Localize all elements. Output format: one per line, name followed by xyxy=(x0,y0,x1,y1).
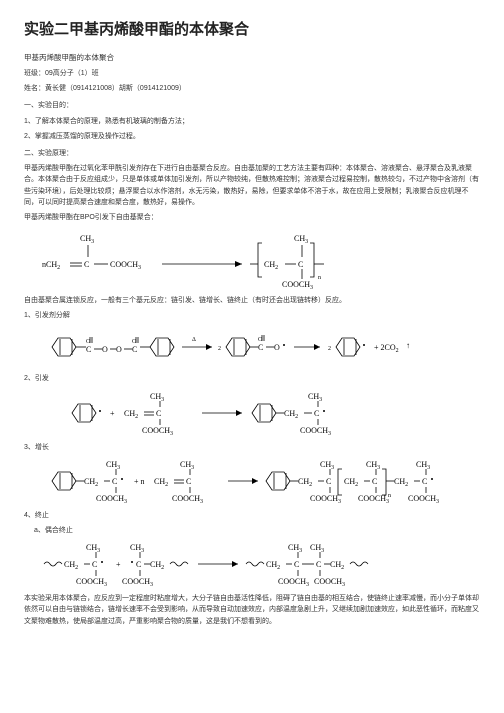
svg-text:COOCH3: COOCH3 xyxy=(76,577,107,587)
svg-text:CH2: CH2 xyxy=(298,477,312,488)
svg-text:C: C xyxy=(298,260,303,269)
svg-text:CH3: CH3 xyxy=(80,234,94,245)
svg-text:CH2: CH2 xyxy=(154,477,168,488)
svg-text:CH2: CH2 xyxy=(266,560,280,571)
svg-text:2: 2 xyxy=(218,346,221,352)
svg-text:CH2: CH2 xyxy=(264,260,278,271)
para-final: 本实验采用本体聚合，应反应到一定程度时粘度增大，大分子链自由基活性降低，阻碍了链… xyxy=(24,593,480,627)
svg-text:C: C xyxy=(326,477,331,486)
svg-text:O: O xyxy=(102,345,108,354)
svg-text:C: C xyxy=(92,560,97,569)
svg-text:CH3: CH3 xyxy=(180,460,194,471)
svg-text:C: C xyxy=(86,345,91,354)
svg-text:COOCH3: COOCH3 xyxy=(310,494,341,504)
subtitle: 甲基丙烯酸甲酯的本体聚合 xyxy=(24,52,480,64)
para-3: 自由基聚合属连锁反应，一般有三个基元反应：链引发、链增长、链终止（有时还会出现链… xyxy=(24,295,480,306)
svg-text:COOCH3: COOCH3 xyxy=(408,494,439,504)
svg-text:O: O xyxy=(116,345,122,354)
svg-text:↑: ↑ xyxy=(406,341,410,350)
svg-text:C: C xyxy=(294,560,299,569)
reaction-propagation: CH2 C CH3 COOCH3 + n CH2 C CH3 COOCH3 CH… xyxy=(42,459,480,504)
svg-text:CH3: CH3 xyxy=(310,543,324,554)
para-2: 甲基丙烯酸甲酯在BPO引发下自由基聚合： xyxy=(24,212,480,223)
svg-text:COOCH3: COOCH3 xyxy=(300,426,331,436)
svg-text:+ n: + n xyxy=(134,477,145,486)
svg-text:CH2: CH2 xyxy=(64,560,78,571)
svg-text:CH2: CH2 xyxy=(330,560,344,571)
svg-text:COOCH3: COOCH3 xyxy=(282,280,313,289)
para-1: 甲基丙烯酸甲酯在过氧化苯甲酰引发剂存在下进行自由基聚合反应。自由基加聚的工艺方法… xyxy=(24,163,480,208)
svg-text:nCH2: nCH2 xyxy=(42,260,60,271)
svg-text:CH3: CH3 xyxy=(416,460,430,471)
svg-text:CH3: CH3 xyxy=(294,234,308,245)
svg-text:C: C xyxy=(422,477,427,486)
section-1-item-1: 1、了解本体聚合的原理，熟悉有机玻璃的制备方法； xyxy=(24,116,480,127)
svg-text:C: C xyxy=(112,477,117,486)
svg-text:C: C xyxy=(132,345,137,354)
svg-text:C: C xyxy=(156,409,161,418)
svg-text:CH2: CH2 xyxy=(284,409,298,420)
svg-text:Δ: Δ xyxy=(192,337,196,343)
svg-text:COOCH3: COOCH3 xyxy=(122,577,153,587)
svg-text:n: n xyxy=(318,275,321,281)
step-4a: a、偶合终止 xyxy=(34,525,480,536)
svg-text:CH2: CH2 xyxy=(344,477,358,488)
reaction-initiator-decomp: O C O O C O Δ 2 C O O 2 + 2CO2 ↑ xyxy=(42,327,480,367)
svg-text:C: C xyxy=(314,409,319,418)
svg-text:COOCH3: COOCH3 xyxy=(110,260,141,271)
section-1-head: 一、实验目的： xyxy=(24,100,480,111)
svg-text:CH2: CH2 xyxy=(124,409,138,420)
svg-text:COOCH3: COOCH3 xyxy=(172,494,203,504)
svg-text:COOCH3: COOCH3 xyxy=(142,426,173,436)
svg-text:CH2: CH2 xyxy=(394,477,408,488)
svg-text:COOCH3: COOCH3 xyxy=(96,494,127,504)
step-3: 3、增长 xyxy=(24,442,480,453)
svg-text:CH3: CH3 xyxy=(308,392,322,403)
svg-text:COOCH3: COOCH3 xyxy=(314,577,345,587)
svg-text:C: C xyxy=(258,343,263,352)
step-4: 4、终止 xyxy=(24,510,480,521)
svg-text:CH2: CH2 xyxy=(150,560,164,571)
svg-text:C: C xyxy=(372,477,377,486)
reaction-termination: CH2 C CH3 COOCH3 + C CH3 COOCH3 CH2 CH2 … xyxy=(42,542,480,587)
svg-text:n: n xyxy=(388,493,391,499)
svg-text:CH3: CH3 xyxy=(106,460,120,471)
svg-text:CH3: CH3 xyxy=(150,392,164,403)
svg-text:O: O xyxy=(274,343,280,352)
names-line: 姓名：黄长健（0914121008）胡斯（0914121009） xyxy=(24,83,480,94)
step-2: 2、引发 xyxy=(24,373,480,384)
section-1-item-2: 2、掌握减压蒸馏的原理及操作过程。 xyxy=(24,131,480,142)
svg-text:+: + xyxy=(110,409,115,418)
step-1: 1、引发剂分解 xyxy=(24,310,480,321)
svg-text:COOCH3: COOCH3 xyxy=(278,577,309,587)
svg-text:CH3: CH3 xyxy=(86,543,100,554)
svg-text:COOCH3: COOCH3 xyxy=(358,494,389,504)
svg-text:CH3: CH3 xyxy=(366,460,380,471)
svg-text:CH3: CH3 xyxy=(320,460,334,471)
svg-text:+: + xyxy=(116,560,121,569)
reaction-overall: nCH2 C CH3 COOCH3 CH2 C CH3 COOCH3 n xyxy=(42,229,480,289)
class-line: 班级：09高分子（1）班 xyxy=(24,68,480,79)
svg-text:2: 2 xyxy=(328,346,331,352)
svg-text:C: C xyxy=(84,260,89,269)
page-title: 实验二甲基丙烯酸甲酯的本体聚合 xyxy=(24,18,480,42)
section-2-head: 二、实验原理： xyxy=(24,148,480,159)
svg-text:CH3: CH3 xyxy=(288,543,302,554)
svg-text:C: C xyxy=(186,477,191,486)
svg-text:C: C xyxy=(136,560,141,569)
reaction-initiation: + CH2 C CH3 COOCH3 CH2 C CH3 COOCH3 xyxy=(42,391,480,436)
svg-text:C: C xyxy=(316,560,321,569)
svg-text:+ 2CO2: + 2CO2 xyxy=(374,343,399,354)
svg-text:CH2: CH2 xyxy=(84,477,98,488)
svg-text:CH3: CH3 xyxy=(130,543,144,554)
